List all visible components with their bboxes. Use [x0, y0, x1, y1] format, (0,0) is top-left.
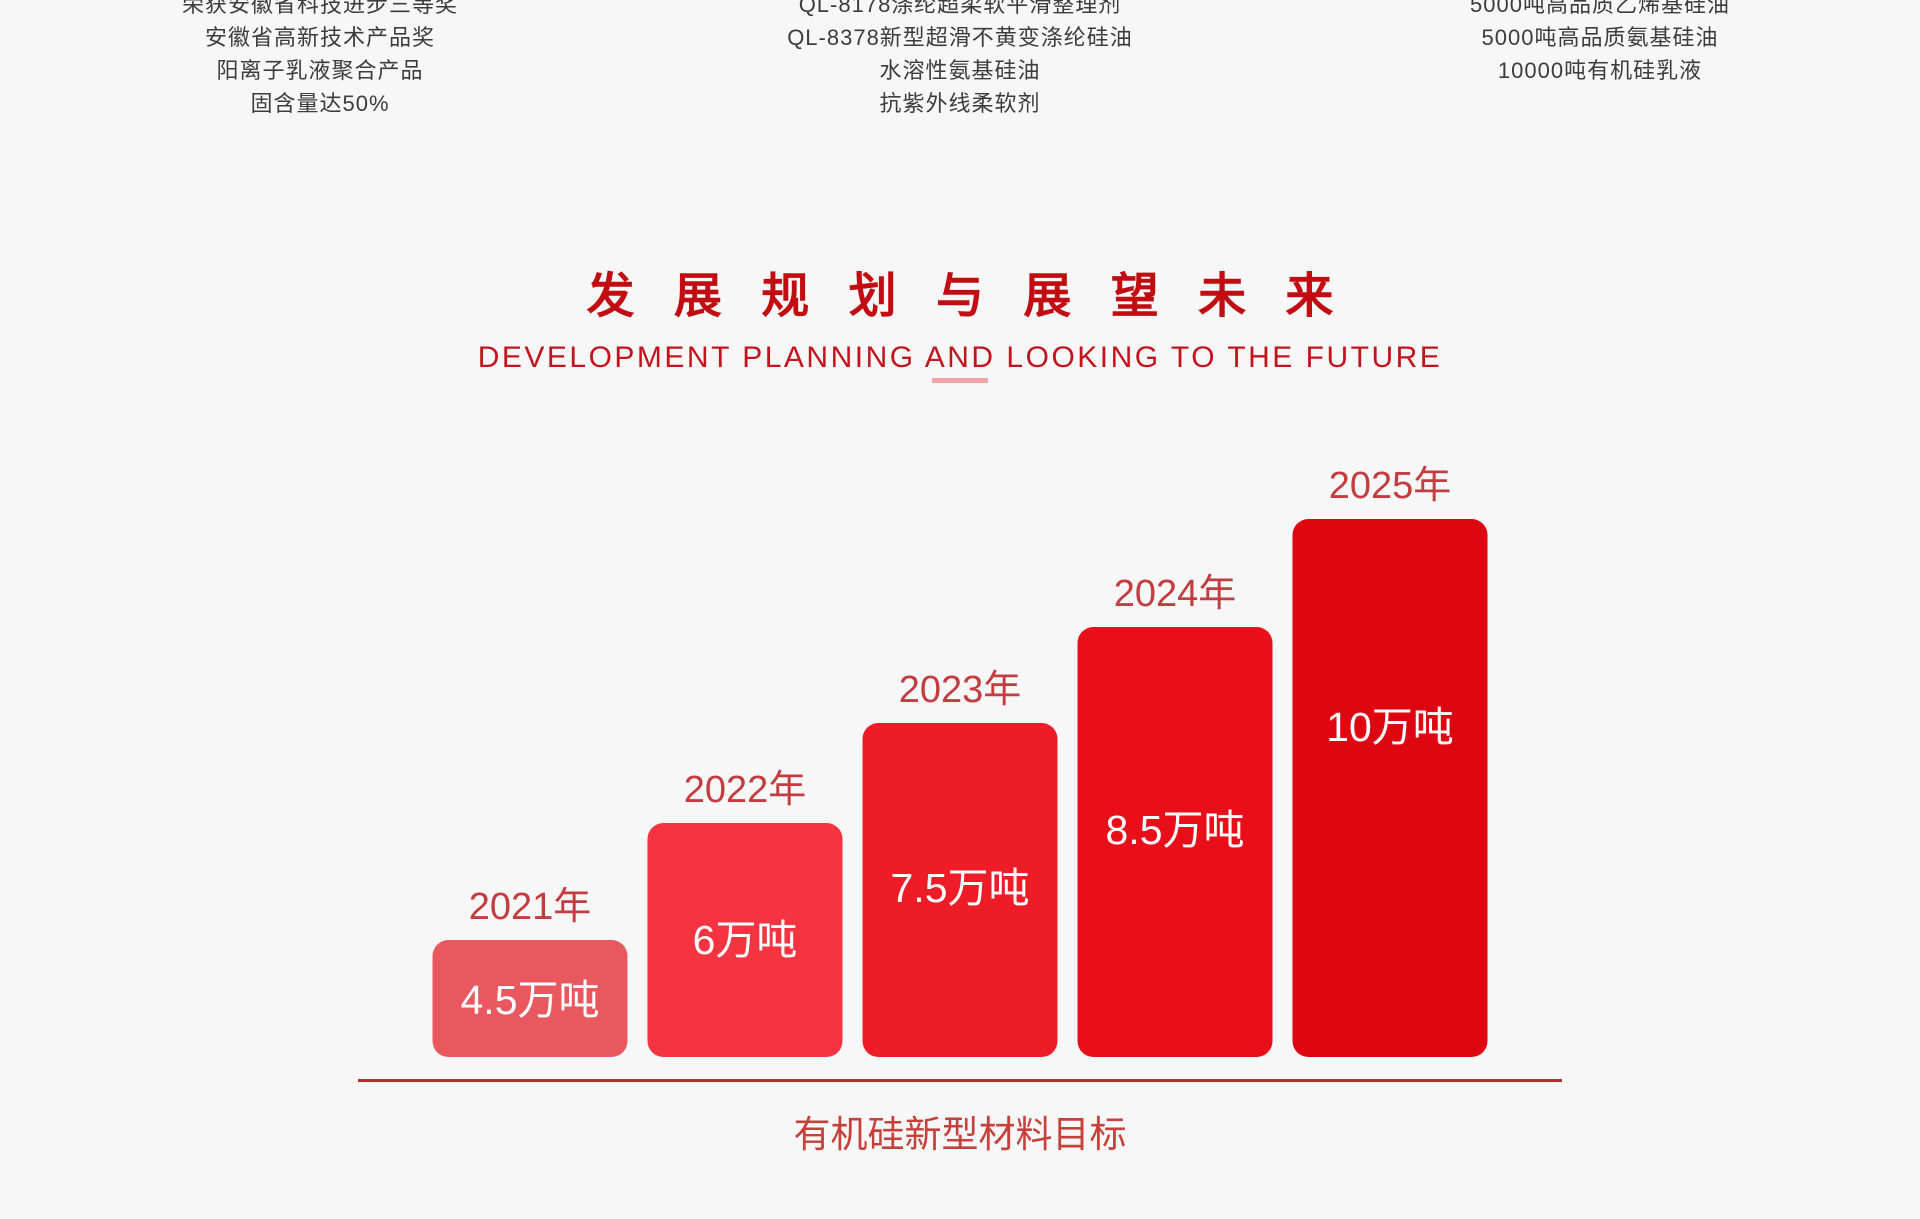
column-line: QL-8178涤纶超柔软平滑整理剂	[798, 0, 1122, 17]
products-column: QL-8178涤纶超柔软平滑整理剂 QL-8378新型超滑不黄变涤纶硅油 水溶性氨基…	[640, 0, 1280, 120]
bar-year-label: 2023年	[898, 669, 1022, 711]
chart-bar: 2022年 6万吨	[647, 770, 843, 1057]
bar-year-label: 2024年	[1113, 573, 1237, 615]
column-line: 5000吨高品质氨基硅油	[1481, 25, 1719, 50]
column-line: 抗紫外线柔软剂	[879, 91, 1041, 116]
bar-value-label: 10万吨	[1326, 704, 1454, 750]
bar-value-label: 8.5万吨	[1105, 807, 1245, 853]
section-title-underline	[932, 378, 988, 383]
bar-year-label: 2021年	[468, 886, 592, 928]
column-line: QL-8378新型超滑不黄变涤纶硅油	[787, 25, 1133, 50]
bar-value-label: 4.5万吨	[460, 977, 600, 1023]
column-line: 荣获安徽省科技进步三等奖	[181, 0, 458, 17]
bar-year-label: 2025年	[1328, 465, 1452, 507]
awards-column: 荣获安徽省科技进步三等奖安徽省高新技术产品奖 阳离子乳液聚合产品 固含量达50%	[0, 0, 640, 120]
top-text-columns: 荣获安徽省科技进步三等奖安徽省高新技术产品奖 阳离子乳液聚合产品 固含量达50% Q…	[0, 0, 1920, 120]
chart-bar: 2025年 10万吨	[1292, 466, 1488, 1057]
column-line: 固含量达50%	[250, 91, 390, 116]
column-line: 5000吨高品质乙烯基硅油	[1470, 0, 1730, 17]
section-title-text: 发展规划与展望未来	[586, 270, 1373, 323]
bar-chart: 2021年 4.5万吨 2022年 6万吨 2023年 7.5万吨 2024年 …	[432, 457, 1488, 1057]
column-line: 水溶性氨基硅油	[879, 58, 1041, 83]
capacity-column: 5000吨高品质乙烯基硅油 5000吨高品质氨基硅油 10000吨有机硅乳液	[1280, 0, 1920, 120]
chart-bar: 2023年 7.5万吨	[862, 670, 1058, 1057]
section-subtitle: DEVELOPMENT PLANNING AND LOOKING TO THE …	[477, 341, 1443, 374]
bar-value-label: 6万吨	[692, 917, 798, 963]
column-line: 阳离子乳液聚合产品	[216, 58, 424, 83]
bar-value-label: 7.5万吨	[890, 865, 1030, 911]
chart-bar: 2024年 8.5万吨	[1077, 574, 1273, 1057]
chart-bar: 2021年 4.5万吨	[432, 887, 628, 1057]
column-line: 10000吨有机硅乳液	[1497, 58, 1703, 83]
chart-baseline	[358, 1079, 1562, 1082]
chart-caption: 有机硅新型材料目标	[793, 1114, 1127, 1155]
section-title: 发展规划与展望未来	[0, 268, 1920, 326]
bar-year-label: 2022年	[683, 769, 807, 811]
column-line: 安徽省高新技术产品奖	[204, 25, 435, 50]
